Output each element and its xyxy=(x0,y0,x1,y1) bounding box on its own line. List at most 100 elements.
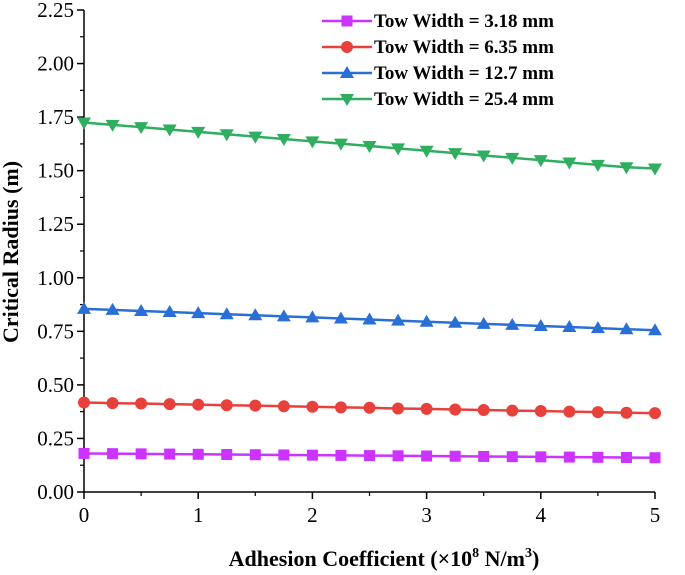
data-point xyxy=(648,163,662,176)
y-tick-label: 1.25 xyxy=(37,212,74,236)
data-point xyxy=(164,448,176,460)
data-point xyxy=(649,452,661,464)
legend-item-2: Tow Width = 6.35 mm xyxy=(322,37,554,58)
series-4 xyxy=(77,117,662,176)
data-point xyxy=(620,452,632,464)
data-point xyxy=(305,136,320,149)
x-tick-label: 1 xyxy=(193,503,204,527)
legend-label: Tow Width = 3.18 mm xyxy=(374,11,554,32)
data-point xyxy=(78,447,90,459)
data-point xyxy=(306,400,319,413)
data-point xyxy=(333,138,348,151)
data-point xyxy=(448,148,463,161)
data-point xyxy=(78,396,90,409)
data-point xyxy=(276,309,291,322)
x-axis-title-sup1: 8 xyxy=(472,546,479,561)
data-point xyxy=(278,449,290,461)
data-point xyxy=(562,320,577,333)
data-point xyxy=(163,398,176,411)
data-point xyxy=(248,131,263,144)
data-point xyxy=(192,448,204,460)
data-point xyxy=(306,449,318,461)
data-point xyxy=(620,406,633,419)
y-tick-label: 1.00 xyxy=(37,266,74,290)
data-point xyxy=(305,310,320,323)
legend-label: Tow Width = 6.35 mm xyxy=(374,37,554,58)
data-point xyxy=(192,398,205,411)
legend-label: Tow Width = 25.4 mm xyxy=(374,89,554,110)
data-point xyxy=(364,450,375,462)
data-point xyxy=(449,403,462,416)
data-point xyxy=(563,405,576,418)
x-axis-title-sup2: 3 xyxy=(525,546,532,561)
data-point xyxy=(476,150,491,163)
data-point xyxy=(506,451,518,463)
y-tick-label: 2.25 xyxy=(37,0,74,22)
data-point xyxy=(506,404,519,417)
data-point xyxy=(107,448,119,460)
data-point xyxy=(535,451,547,463)
data-point xyxy=(105,302,120,315)
data-point xyxy=(362,312,377,325)
series-2 xyxy=(78,396,661,420)
x-tick-label: 5 xyxy=(650,503,661,527)
data-point xyxy=(277,400,290,413)
data-point xyxy=(533,318,548,331)
x-axis-title-mid: N/m xyxy=(479,546,525,571)
x-axis-title-end: ) xyxy=(532,546,539,571)
data-point xyxy=(363,401,376,414)
series-3 xyxy=(77,301,662,336)
data-point xyxy=(562,157,577,170)
data-point xyxy=(135,448,147,460)
x-axis-title: Adhesion Coefficient (×108 N/m3) xyxy=(229,546,540,571)
data-point xyxy=(392,450,404,462)
data-point xyxy=(249,399,262,412)
data-point xyxy=(591,406,604,419)
data-point xyxy=(419,314,434,327)
data-point xyxy=(162,124,177,137)
legend-marker xyxy=(341,15,353,27)
data-point xyxy=(333,311,348,324)
data-point xyxy=(590,321,605,334)
data-point xyxy=(619,162,634,175)
data-point xyxy=(276,133,291,146)
data-point xyxy=(335,449,347,461)
y-tick-label: 0.50 xyxy=(37,373,74,397)
data-point xyxy=(533,155,548,168)
data-point xyxy=(476,316,491,329)
data-point xyxy=(162,305,177,318)
data-point xyxy=(106,397,119,410)
data-point xyxy=(420,402,433,415)
data-point xyxy=(391,313,406,326)
axes: 0.00 0.25 0.50 0.75 1.00 1.25 1.50 1.75 2.00 2.25… xyxy=(37,0,660,527)
data-point xyxy=(419,145,434,158)
data-point xyxy=(248,308,263,321)
data-point xyxy=(191,126,206,139)
data-point xyxy=(392,402,405,415)
legend: Tow Width = 3.18 mm Tow Width = 6.35 mm To… xyxy=(322,11,554,110)
legend-item-4: Tow Width = 25.4 mm xyxy=(322,89,554,110)
series-layer xyxy=(77,117,662,464)
x-tick-label: 2 xyxy=(307,503,318,527)
x-tick-label: 3 xyxy=(421,503,432,527)
x-tick-label: 0 xyxy=(79,503,90,527)
legend-label: Tow Width = 12.7 mm xyxy=(374,63,554,84)
legend-item-3: Tow Width = 12.7 mm xyxy=(322,63,554,84)
data-point xyxy=(249,449,261,461)
data-point xyxy=(592,451,604,463)
data-point xyxy=(505,152,520,165)
y-tick-label: 1.75 xyxy=(37,105,74,129)
data-point xyxy=(449,450,461,462)
data-point xyxy=(219,129,234,142)
data-point xyxy=(391,143,406,156)
data-point xyxy=(219,307,234,320)
data-point xyxy=(135,397,148,410)
data-point xyxy=(478,450,490,462)
data-point xyxy=(334,401,347,414)
x-axis-title-main: Adhesion Coefficient (×10 xyxy=(229,546,473,571)
data-point xyxy=(134,303,149,316)
y-tick-label: 2.00 xyxy=(37,52,74,76)
legend-item-1: Tow Width = 3.18 mm xyxy=(322,11,554,32)
data-point xyxy=(77,301,91,314)
